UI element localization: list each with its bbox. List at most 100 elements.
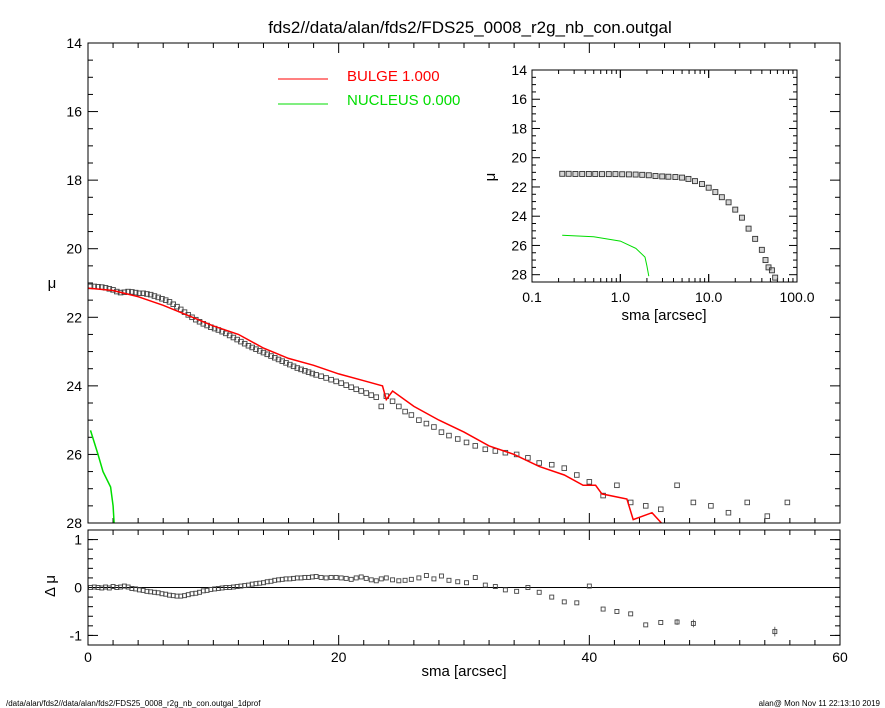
residual-data-point	[416, 575, 422, 581]
main-data-point	[642, 503, 649, 509]
main-data-point	[260, 349, 267, 356]
main-data-point	[708, 503, 714, 509]
main-ytick-label: 28	[66, 515, 82, 531]
residual-data-point	[586, 583, 592, 589]
inset-data-point	[652, 173, 659, 179]
residual-data-point	[690, 620, 696, 626]
residual-data-point	[378, 576, 384, 582]
residual-data-point	[338, 575, 344, 581]
residual-ytick-label: 1	[74, 532, 82, 548]
residual-data-point	[328, 574, 334, 580]
residual-data-point	[373, 578, 379, 584]
main-data-point	[446, 432, 452, 439]
residual-data-point	[368, 577, 374, 583]
main-data-point	[472, 443, 479, 449]
main-line-bulge	[88, 287, 663, 523]
main-data-point	[353, 386, 359, 393]
main-plot-area	[88, 283, 791, 523]
residual-data-point	[614, 609, 620, 614]
inset-ytick-label: 22	[511, 179, 527, 195]
footer-right: alan@ Mon Nov 11 22:13:10 2019	[759, 699, 881, 708]
inset-data-point	[762, 257, 769, 264]
main-data-point	[482, 446, 489, 453]
main-data-point	[373, 394, 380, 400]
main-data-point	[162, 297, 169, 303]
residual-data-point	[313, 574, 319, 579]
inset-data-point	[705, 184, 712, 191]
residual-data-point	[455, 579, 461, 585]
footer-left: /data/alan/fds2//data/alan/fds2/FDS25_00…	[6, 699, 261, 708]
inset-data-point	[772, 274, 779, 281]
main-data-point	[245, 342, 252, 349]
residual-data-point	[353, 575, 359, 581]
main-data-point	[536, 460, 542, 466]
main-data-point	[323, 375, 329, 381]
inset-data-point	[625, 171, 632, 178]
main-data-point	[155, 294, 161, 301]
main-data-point	[159, 296, 165, 302]
inset-data-point	[585, 171, 592, 177]
main-data-point	[106, 286, 113, 292]
main-data-point	[368, 392, 375, 398]
inset-data-point	[612, 171, 619, 178]
main-data-point	[784, 499, 791, 506]
main-ytick-label: 24	[66, 378, 82, 394]
inset-data-point	[572, 171, 579, 177]
inset-data-point	[718, 194, 725, 201]
inset-data-point	[665, 173, 672, 180]
inset-xtick-label: 10.0	[695, 289, 722, 305]
inset-frame	[531, 69, 798, 283]
plot-title: fds2//data/alan/fds2/FDS25_0008_r2g_nb_c…	[268, 18, 672, 37]
inset-data-point	[599, 171, 605, 178]
main-data-point	[268, 353, 274, 359]
residual-ytick-label: 0	[74, 580, 82, 596]
inset-ytick-label: 24	[511, 208, 527, 224]
main-data-point	[275, 356, 282, 363]
main-data-point	[318, 373, 324, 380]
main-data-point	[389, 398, 396, 405]
residual-data-point	[643, 622, 649, 628]
main-data-point	[343, 382, 349, 388]
residual-data-point	[396, 578, 402, 584]
residual-data-point	[502, 587, 508, 593]
residual-ytick-label: -1	[70, 627, 83, 643]
main-data-point	[586, 479, 593, 485]
inset-data-point	[579, 171, 586, 177]
residual-data-point	[472, 574, 478, 580]
inset-data-point	[645, 172, 652, 179]
residual-data-point	[674, 619, 680, 625]
main-data-point	[614, 482, 620, 489]
residual-data-point	[464, 580, 469, 586]
residual-xtick-label: 0	[84, 649, 92, 665]
main-data-point	[363, 390, 369, 396]
residual-data-point	[323, 575, 329, 581]
residual-data-point	[343, 575, 349, 581]
inset-data-point	[758, 246, 765, 253]
residual-data-point	[574, 600, 580, 606]
inset-data-point	[712, 189, 719, 196]
main-data-point	[144, 291, 150, 297]
main-data-point	[574, 472, 580, 478]
residual-xtick-label: 40	[582, 649, 598, 665]
main-data-point	[328, 376, 334, 383]
main-data-point	[287, 361, 293, 368]
residual-data-point	[549, 594, 555, 600]
residual-data-point	[348, 576, 354, 582]
residual-data-point	[438, 573, 444, 579]
main-data-point	[338, 380, 344, 386]
main-data-point	[294, 365, 301, 371]
main-data-point	[492, 448, 499, 454]
main-data-point	[302, 368, 308, 374]
main-data-point	[416, 417, 422, 423]
inset-plot-area	[559, 170, 779, 281]
residual-data-point	[482, 582, 488, 588]
inset-data-point	[679, 174, 686, 181]
legend: BULGE 1.000 NUCLEUS 0.000	[278, 68, 460, 109]
inset-data-point	[559, 170, 566, 177]
main-data-point	[454, 436, 461, 442]
residual-xlabel: sma [arcsec]	[421, 663, 506, 680]
main-data-point	[333, 378, 339, 385]
main-data-point	[147, 291, 154, 298]
